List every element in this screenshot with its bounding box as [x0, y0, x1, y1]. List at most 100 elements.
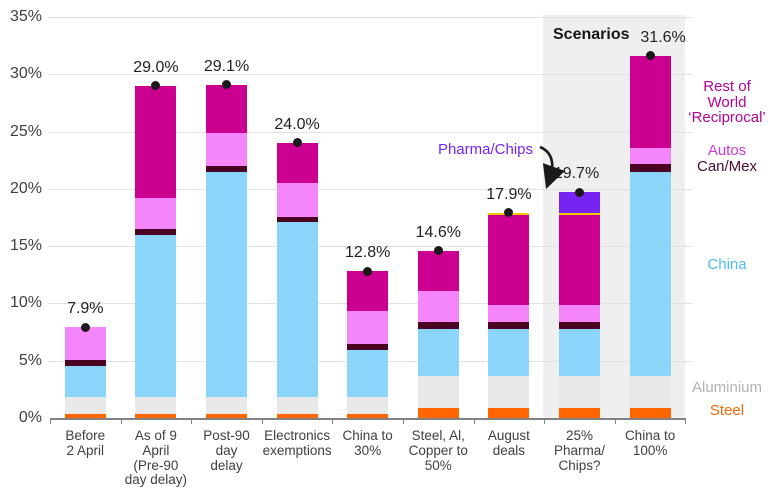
segment-rest-of-world-reciprocal — [276, 142, 318, 184]
segment-aluminium — [206, 397, 247, 414]
total-marker-dot — [575, 187, 584, 197]
total-value-label: 31.6% — [640, 28, 686, 46]
segment-rest-of-world-reciprocal — [135, 85, 177, 198]
gridline-25 — [48, 131, 693, 133]
segment-china — [276, 222, 318, 398]
x-category-label: Electronics exemptions — [262, 428, 332, 458]
total-value-label: 29.1% — [203, 57, 250, 75]
x-category-label: Before 2 April — [65, 428, 106, 458]
segment-rest-of-world-reciprocal — [417, 250, 459, 291]
segment-pharma-chips — [559, 192, 600, 213]
segment-steel — [347, 413, 389, 418]
x-category-label: As of 9 April (Pre-90 day delay) — [124, 428, 188, 488]
legend-label-china: China — [707, 256, 747, 273]
total-marker-dot — [433, 246, 443, 256]
x-axis-tick — [544, 418, 546, 424]
segment-autos — [629, 148, 671, 165]
x-axis-tick — [403, 418, 404, 424]
x-axis-tick — [473, 418, 475, 424]
segment-steel — [488, 408, 530, 418]
segment-aluminium — [276, 397, 318, 414]
total-value-label: 19.7% — [553, 165, 600, 183]
x-axis-tick — [332, 418, 334, 424]
segment-steel — [559, 408, 600, 418]
segment-china — [559, 329, 600, 376]
x-axis-tick — [261, 418, 263, 424]
segment-rest-of-world-reciprocal — [559, 214, 600, 306]
segment-can-mex — [64, 359, 106, 367]
segment-china — [417, 329, 459, 376]
total-value-label: 29.0% — [133, 58, 179, 76]
segment-can-mex — [629, 164, 671, 173]
legend-label-can-mex: Can/Mex — [696, 157, 758, 175]
x-axis-tick — [614, 418, 616, 424]
legend-label-aluminium: Aluminium — [691, 379, 763, 396]
total-marker-dot — [363, 266, 373, 276]
gridline-20 — [48, 188, 693, 190]
total-marker-dot — [222, 80, 231, 89]
segment-steel — [417, 408, 459, 418]
segment-china — [206, 171, 247, 398]
segment-rest-of-world-reciprocal — [488, 214, 530, 306]
total-value-label: 14.6% — [415, 223, 461, 241]
y-tick-label: 30% — [9, 65, 42, 83]
segment-steel — [206, 413, 247, 418]
segment-autos — [64, 327, 106, 360]
segment-china — [488, 329, 530, 376]
pharma-chips-annotation-label: Pharma/Chips — [437, 141, 533, 158]
x-category-label: August deals — [487, 428, 530, 458]
segment-china — [135, 234, 177, 398]
x-category-label: Post-90 day delay — [203, 428, 250, 473]
segment-steel — [135, 413, 177, 418]
total-marker-dot — [645, 51, 655, 61]
y-tick-label: 5% — [18, 351, 42, 369]
x-category-label: 25% Pharma/ Chips? — [553, 428, 606, 473]
segment-aluminium — [417, 375, 459, 409]
x-category-label: Steel, Al, Copper to 50% — [408, 428, 468, 473]
segment-autos — [417, 290, 459, 323]
segment-china — [347, 350, 389, 398]
segment-unlabeled — [559, 212, 600, 215]
y-tick-label: 25% — [9, 122, 42, 140]
segment-steel — [64, 413, 106, 418]
segment-autos — [347, 311, 389, 344]
y-tick-label: 0% — [18, 409, 42, 426]
y-tick-label: 35% — [9, 7, 42, 25]
segment-aluminium — [347, 397, 389, 414]
total-marker-dot — [80, 322, 90, 332]
segment-rest-of-world-reciprocal — [629, 55, 671, 149]
y-tick-label: 15% — [9, 237, 42, 255]
segment-aluminium — [559, 375, 600, 409]
segment-can-mex — [135, 228, 177, 235]
gridline-15 — [48, 246, 693, 248]
segment-aluminium — [629, 375, 671, 409]
y-tick-label: 10% — [9, 294, 42, 312]
x-axis-tick — [685, 418, 687, 424]
segment-steel — [629, 408, 671, 418]
segment-rest-of-world-reciprocal — [206, 84, 247, 133]
y-tick-label: 20% — [9, 179, 42, 197]
x-category-label: China to 100% — [624, 428, 676, 458]
segment-china — [629, 172, 671, 376]
legend-label-autos: Autos — [707, 142, 747, 159]
segment-steel — [276, 413, 318, 418]
total-value-label: 24.0% — [274, 115, 320, 133]
segment-aluminium — [64, 397, 106, 414]
gridline-30 — [48, 74, 693, 76]
total-value-label: 7.9% — [67, 300, 104, 318]
segment-aluminium — [488, 375, 530, 409]
gridline-35 — [48, 16, 693, 18]
segment-can-mex — [417, 322, 459, 330]
total-marker-dot — [151, 81, 161, 91]
segment-can-mex — [488, 321, 530, 330]
segment-autos — [559, 305, 600, 322]
x-axis-line — [50, 418, 686, 420]
segment-autos — [276, 183, 318, 217]
total-marker-dot — [504, 208, 514, 218]
total-value-label: 17.9% — [486, 185, 532, 203]
segment-rest-of-world-reciprocal — [347, 271, 389, 312]
total-marker-dot — [292, 138, 302, 148]
segment-autos — [206, 132, 247, 166]
x-axis-tick — [50, 418, 51, 424]
